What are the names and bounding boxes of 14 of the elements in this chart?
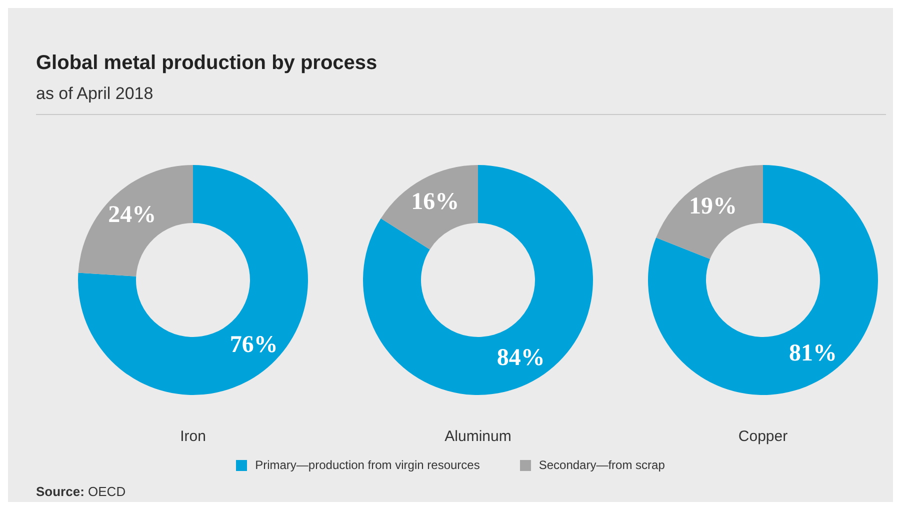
legend-label: Primary—production from virgin resources	[255, 458, 480, 472]
text: Iron	[180, 428, 206, 445]
data-label: 16%	[411, 189, 460, 216]
text: Copper	[738, 428, 788, 445]
data-label: 81%	[789, 340, 838, 367]
chart-title: Global metal production by process	[36, 52, 378, 75]
data-label: 19%	[688, 193, 737, 220]
data-label: 24%	[108, 202, 156, 228]
data-label: 84%	[496, 344, 545, 371]
data-label: 76%	[230, 332, 278, 358]
chart-subtitle: as of April 2018	[36, 84, 154, 104]
text: Aluminum	[444, 428, 512, 445]
source-note: Source: OECD	[36, 484, 126, 499]
legend-label: Secondary—from scrap	[538, 458, 665, 472]
